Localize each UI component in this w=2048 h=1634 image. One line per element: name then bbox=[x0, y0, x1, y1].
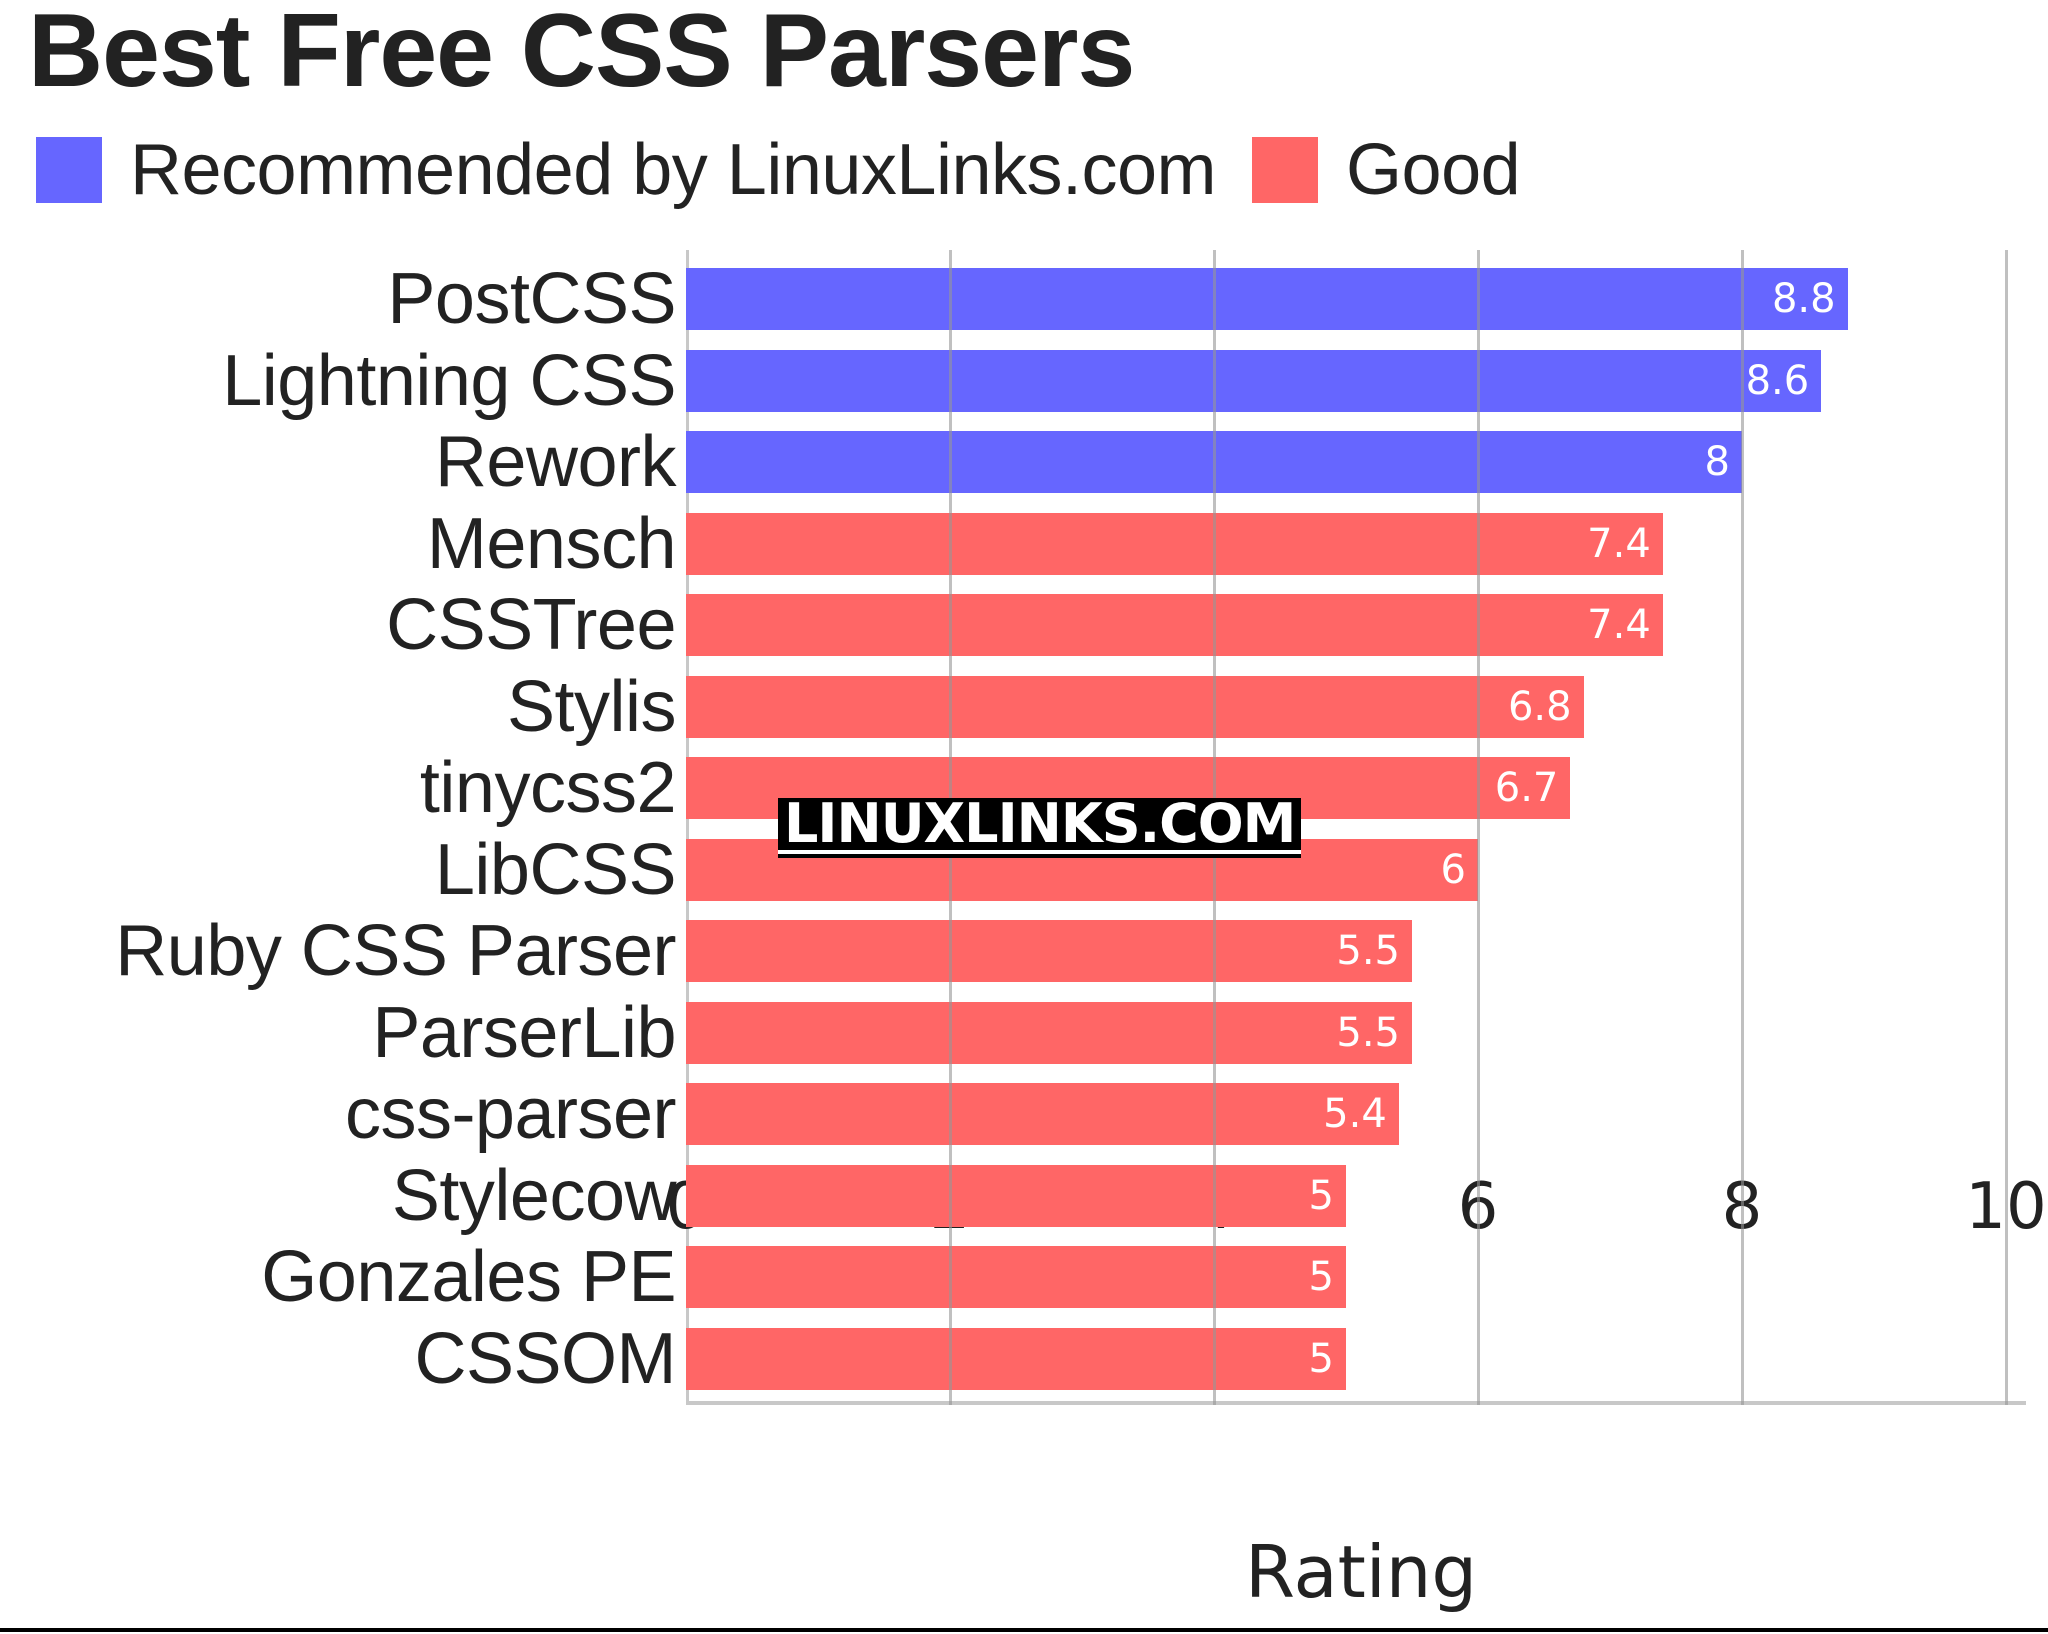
bar bbox=[686, 268, 1848, 330]
bar-row: 6.8 bbox=[686, 675, 1584, 738]
bar-value-label: 7.4 bbox=[1587, 520, 1651, 567]
bar-value-label: 6.8 bbox=[1507, 683, 1572, 730]
bar bbox=[686, 1001, 1412, 1064]
category-label: LibCSS bbox=[434, 829, 677, 910]
category-label: CSSTree bbox=[386, 585, 676, 665]
category-label: Gonzales PE bbox=[261, 1237, 676, 1317]
bar-row: 5.5 bbox=[686, 920, 1412, 982]
bar bbox=[686, 1327, 1346, 1390]
bar bbox=[686, 512, 1663, 575]
bar-value-label: 8 bbox=[1704, 439, 1730, 485]
category-label: Lightning CSS bbox=[222, 340, 676, 421]
category-label: ParserLib bbox=[372, 992, 676, 1073]
gridline bbox=[1741, 250, 1744, 1405]
bar-row: 5 bbox=[686, 1246, 1346, 1308]
chart-title: Best Free CSS Parsers bbox=[28, 0, 1135, 109]
legend-item-good: Good bbox=[1252, 129, 1521, 211]
category-label: PostCSS bbox=[387, 259, 676, 339]
bar-value-label: 8.6 bbox=[1745, 357, 1810, 404]
bar-value-label: 6 bbox=[1440, 846, 1466, 893]
x-axis-line bbox=[686, 1401, 2026, 1405]
legend: Recommended by LinuxLinks.com Good bbox=[36, 130, 1556, 210]
legend-swatch-good bbox=[1252, 137, 1319, 203]
bar-value-label: 8.8 bbox=[1771, 276, 1836, 322]
bar-row: 5.5 bbox=[686, 1001, 1412, 1064]
watermark: LINUXLINKS.COM bbox=[778, 797, 1302, 854]
bar bbox=[686, 1246, 1346, 1308]
bar bbox=[686, 1164, 1346, 1227]
bar-row: 7.4 bbox=[686, 594, 1663, 656]
category-label: tinycss2 bbox=[419, 748, 677, 828]
bar-value-label: 6.7 bbox=[1494, 765, 1559, 811]
legend-item-recommended: Recommended by LinuxLinks.com bbox=[36, 129, 1217, 211]
bar-value-label: 5 bbox=[1308, 1335, 1334, 1382]
bar-value-label: 7.4 bbox=[1587, 602, 1651, 648]
bar-row: 7.4 bbox=[686, 512, 1663, 575]
bar bbox=[686, 675, 1584, 738]
y-axis-line bbox=[686, 250, 689, 1405]
bar-value-label: 5 bbox=[1308, 1172, 1334, 1219]
bar-value-label: 5 bbox=[1308, 1254, 1334, 1300]
category-label: Rework bbox=[434, 422, 677, 502]
plot-area: 8.8 8.6 8 7.4 7.4 6.8 6.7 6 5.5 5.5 5.4 5 5 5 bbox=[686, 250, 2026, 1405]
bar-value-label: 5.5 bbox=[1336, 1009, 1400, 1056]
legend-swatch-recommended bbox=[36, 137, 102, 203]
bar-row: 5 bbox=[686, 1164, 1346, 1227]
bar bbox=[686, 349, 1822, 412]
category-label: Stylis bbox=[506, 666, 677, 747]
bar-value-label: 5.5 bbox=[1336, 928, 1400, 974]
category-label: CSSOM bbox=[414, 1318, 676, 1399]
x-axis-label: Rating bbox=[1245, 1530, 1478, 1614]
gridline bbox=[2005, 250, 2008, 1405]
legend-label-good: Good bbox=[1346, 130, 1521, 210]
bottom-rule bbox=[0, 1628, 2048, 1632]
category-label: Stylecow bbox=[391, 1155, 677, 1236]
legend-label-recommended: Recommended by LinuxLinks.com bbox=[130, 130, 1217, 210]
bar bbox=[686, 1083, 1399, 1145]
gridline bbox=[1477, 250, 1480, 1405]
category-label: Ruby CSS Parser bbox=[115, 911, 676, 991]
bar-value-label: 5.4 bbox=[1323, 1091, 1387, 1137]
bar-row: 8.8 bbox=[686, 268, 1848, 330]
bar-row: 8.6 bbox=[686, 349, 1822, 412]
category-label: Mensch bbox=[426, 503, 677, 584]
bar-row: 5.4 bbox=[686, 1083, 1399, 1145]
category-label: css-parser bbox=[344, 1074, 677, 1154]
bar-row: 5 bbox=[686, 1327, 1346, 1390]
bar bbox=[686, 920, 1412, 982]
bar bbox=[686, 594, 1663, 656]
